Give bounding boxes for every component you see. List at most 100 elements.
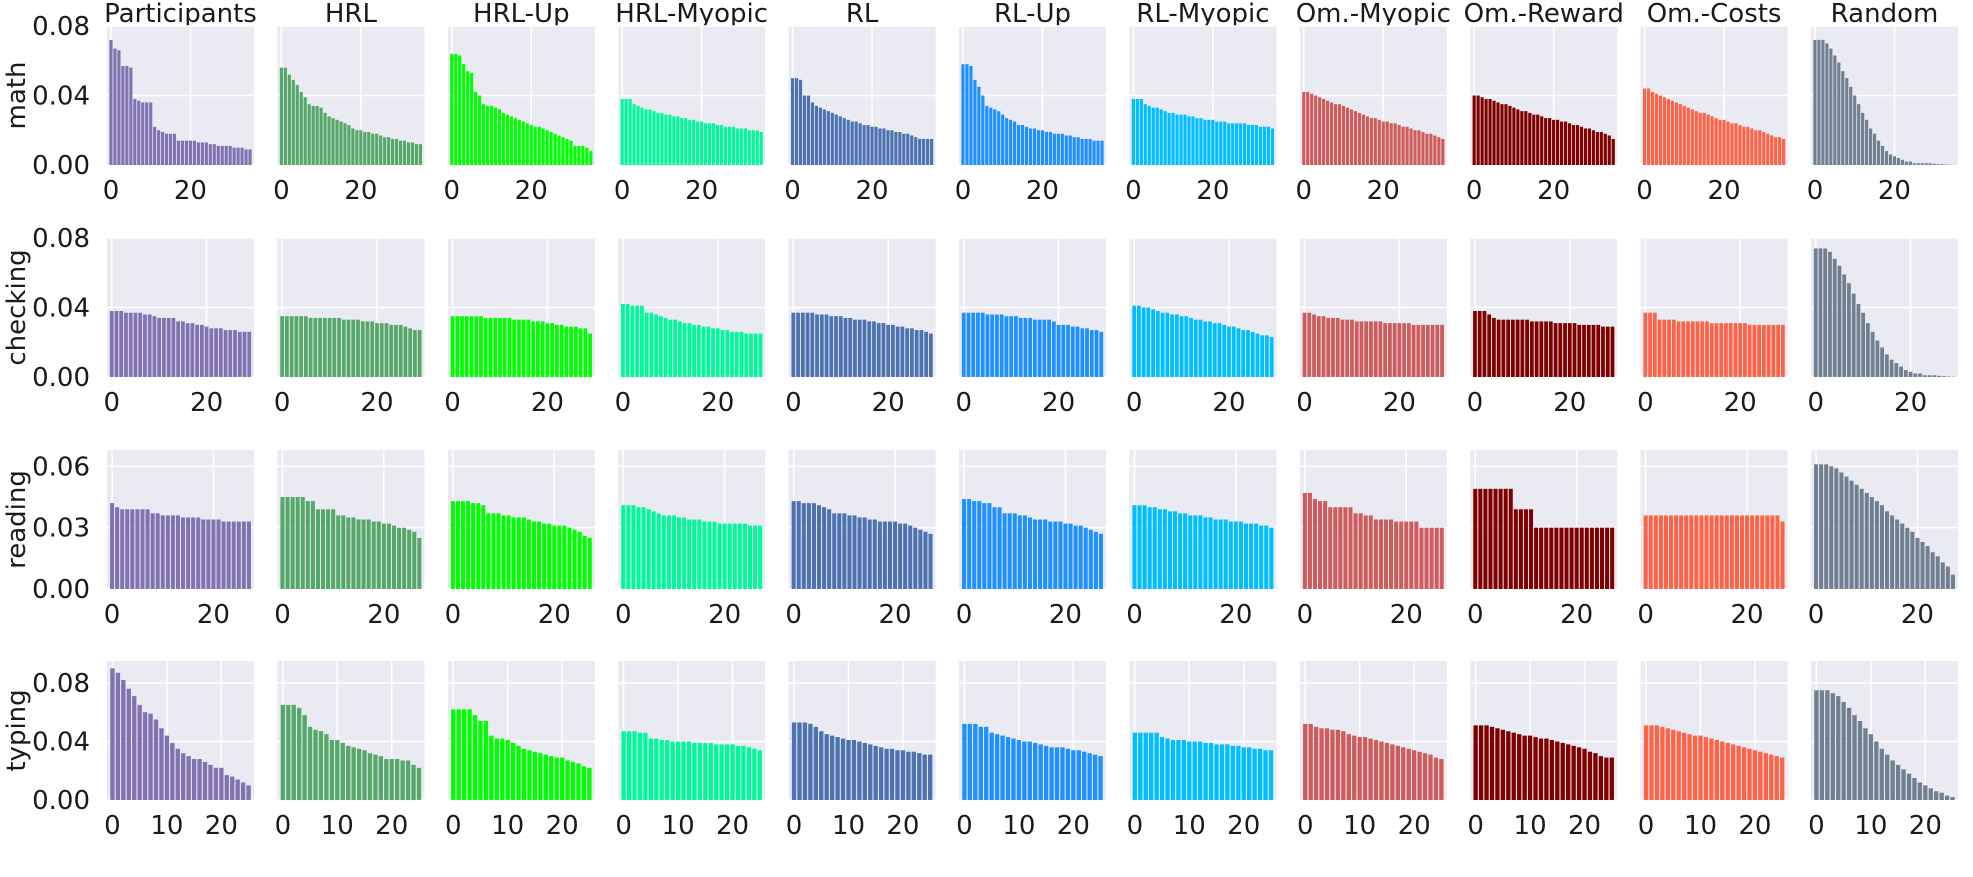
row-label-math: math — [2, 62, 32, 130]
bar — [545, 130, 549, 165]
bar — [224, 775, 229, 800]
bar — [1857, 720, 1863, 800]
bar — [573, 145, 577, 165]
bar — [1193, 319, 1198, 377]
bar — [320, 509, 326, 589]
bar — [1517, 734, 1522, 800]
bar — [895, 326, 900, 377]
bar — [1318, 501, 1323, 589]
panel-math-rl-myopic: 0 20 — [1125, 25, 1277, 206]
bar — [1495, 728, 1500, 800]
bar — [730, 744, 735, 800]
bar — [826, 111, 830, 165]
bar — [485, 105, 490, 165]
bar — [1007, 513, 1012, 589]
bar — [1864, 492, 1869, 589]
bar — [521, 517, 526, 589]
bar — [458, 55, 462, 165]
bar — [280, 497, 285, 589]
bar — [810, 312, 815, 377]
bar — [1595, 131, 1599, 165]
x-tick-label: 0 — [784, 176, 801, 206]
x-tick-label: 0 — [1296, 388, 1313, 418]
bar — [1829, 48, 1833, 165]
bar — [1241, 330, 1246, 377]
bar — [190, 323, 195, 377]
bar — [1643, 515, 1648, 589]
bar — [1698, 112, 1702, 165]
bar — [379, 323, 384, 377]
bar — [1553, 323, 1558, 377]
bar — [1219, 744, 1225, 800]
bar — [1053, 521, 1058, 589]
bar — [1078, 525, 1083, 589]
x-tick-label: 10 — [1514, 811, 1547, 841]
bar — [479, 316, 483, 377]
panel-background — [107, 661, 254, 800]
bar — [417, 537, 422, 589]
bar — [1135, 98, 1139, 165]
bar — [336, 515, 341, 589]
bar — [138, 312, 143, 377]
bar — [725, 330, 730, 377]
bar — [928, 333, 933, 377]
bar — [1609, 757, 1614, 800]
bar — [878, 128, 882, 165]
bar — [791, 501, 796, 589]
bar — [1143, 104, 1147, 165]
bar — [323, 112, 327, 165]
bar — [121, 65, 125, 165]
x-tick-label: 20 — [205, 811, 238, 841]
bar — [1575, 125, 1580, 165]
bar — [1895, 764, 1901, 800]
x-tick-label: 20 — [1367, 176, 1400, 206]
bar — [621, 304, 625, 377]
bar — [1213, 519, 1218, 589]
bar — [900, 326, 905, 377]
bar — [171, 317, 176, 377]
bar — [847, 515, 852, 589]
bar — [900, 750, 906, 800]
bar — [1662, 97, 1667, 165]
bar — [291, 79, 295, 165]
x-tick-label: 10 — [832, 811, 865, 841]
bar — [903, 523, 908, 589]
bar — [1560, 742, 1565, 800]
x-tick-label: 20 — [1049, 600, 1082, 630]
bar — [1411, 324, 1416, 377]
bar — [1176, 740, 1181, 800]
bar — [379, 135, 383, 165]
bar — [313, 317, 318, 377]
bar — [1778, 137, 1782, 165]
bar — [406, 142, 411, 165]
bar — [924, 331, 929, 377]
bar — [1146, 307, 1151, 377]
bar — [159, 728, 164, 800]
bar — [1065, 748, 1071, 800]
bar — [500, 738, 505, 800]
bar — [1132, 305, 1137, 377]
bar — [692, 742, 697, 800]
bar — [798, 79, 803, 165]
bar — [857, 517, 862, 589]
bar — [1544, 527, 1549, 589]
x-tick-label: 20 — [531, 388, 564, 418]
bar — [572, 529, 577, 589]
bar — [1152, 507, 1157, 589]
y-tick-label: 0.06 — [32, 452, 90, 482]
bar — [1503, 488, 1508, 589]
bar — [1098, 756, 1103, 800]
bar — [1236, 745, 1241, 800]
bar — [1365, 116, 1369, 165]
bar — [246, 785, 251, 800]
bar — [1599, 527, 1605, 589]
bar — [677, 321, 682, 377]
bar — [403, 326, 408, 377]
bar — [1890, 515, 1895, 589]
bar — [247, 331, 252, 377]
bar — [412, 531, 417, 589]
bar — [1353, 513, 1358, 589]
bar — [1869, 128, 1873, 165]
bar — [1825, 43, 1829, 165]
bar — [1686, 107, 1690, 165]
